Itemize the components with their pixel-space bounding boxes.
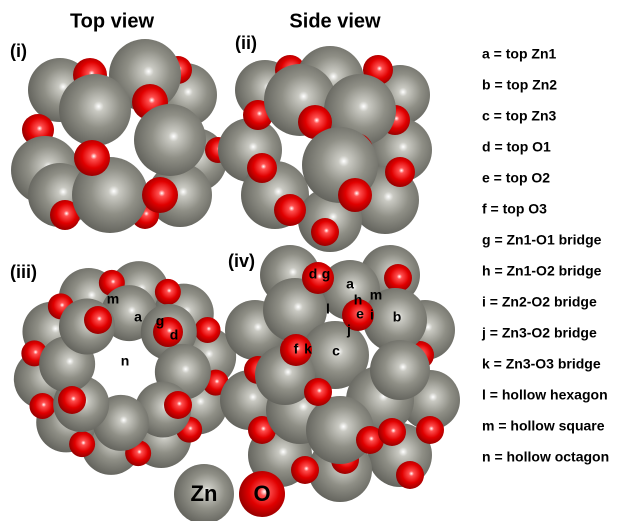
o-atom: [298, 105, 332, 139]
o-atom: [247, 153, 277, 183]
zn-atom: [134, 104, 206, 176]
definition: m = hollow square: [482, 418, 605, 434]
o-atom: [302, 262, 334, 294]
panel-label: (i): [10, 41, 27, 61]
o-atom: [164, 391, 192, 419]
panel-label: (ii): [235, 33, 257, 53]
o-atom: [154, 278, 181, 305]
zn-atom: [306, 396, 374, 464]
definition: d = top O1: [482, 139, 551, 155]
site-label: m: [370, 287, 382, 303]
o-atom: [239, 471, 285, 517]
zn-atom: [263, 278, 327, 342]
site-label: d: [309, 266, 318, 282]
definition: l = hollow hexagon: [482, 387, 608, 403]
site-label: n: [121, 353, 130, 369]
o-atom: [29, 392, 56, 419]
definition: i = Zn2-O2 bridge: [482, 294, 597, 310]
site-label: c: [332, 343, 340, 359]
zn-atom: [59, 74, 131, 146]
zn-atom: [301, 321, 369, 389]
o-atom: [385, 157, 415, 187]
o-atom: [342, 299, 374, 331]
o-atom: [274, 194, 306, 226]
panel-label: (iii): [10, 262, 37, 282]
definition: h = Zn1-O2 bridge: [482, 263, 602, 279]
o-atom: [378, 418, 406, 446]
definition: c = top Zn3: [482, 108, 557, 124]
zn-atom: [363, 288, 427, 352]
o-atom: [194, 317, 221, 344]
definition: g = Zn1-O1 bridge: [482, 232, 602, 248]
o-atom: [153, 317, 183, 347]
site-label: j: [346, 322, 351, 338]
site-label: b: [393, 309, 402, 325]
definition: n = hollow octagon: [482, 449, 609, 465]
definition: f = top O3: [482, 201, 547, 217]
definition: b = top Zn2: [482, 77, 557, 93]
site-label: i: [370, 307, 374, 323]
o-atom: [50, 200, 80, 230]
o-atom: [291, 456, 319, 484]
key-label: Zn: [191, 481, 218, 506]
panel-label: (iv): [228, 251, 255, 271]
definition: k = Zn3-O3 bridge: [482, 356, 601, 372]
site-label: a: [346, 276, 354, 292]
site-label: e: [356, 306, 364, 322]
zn-atom: [72, 157, 148, 233]
zn-atom: [174, 464, 234, 521]
header: Top view: [70, 10, 155, 32]
site-label: g: [322, 266, 331, 282]
definition: j = Zn3-O2 bridge: [481, 325, 597, 341]
o-atom: [356, 426, 384, 454]
site-label: a: [134, 309, 142, 325]
o-atom: [396, 461, 424, 489]
o-atom: [142, 177, 178, 213]
site-label: h: [354, 292, 363, 308]
o-atom: [84, 306, 112, 334]
site-label: l: [326, 301, 330, 317]
o-atom: [69, 431, 96, 458]
site-label: m: [107, 291, 119, 307]
header: Side view: [289, 10, 381, 32]
key-label: O: [253, 481, 270, 506]
site-label: f: [294, 341, 299, 357]
o-atom: [311, 218, 339, 246]
o-atom: [280, 334, 312, 366]
o-atom: [58, 386, 86, 414]
site-label: d: [170, 327, 179, 343]
definition: e = top O2: [482, 170, 550, 186]
o-atom: [304, 378, 332, 406]
o-atom: [384, 264, 412, 292]
site-label: k: [304, 341, 312, 357]
definition: a = top Zn1: [482, 46, 557, 62]
atoms: [11, 39, 460, 521]
zn-atom: [370, 340, 430, 400]
o-atom: [338, 178, 372, 212]
site-label: g: [156, 313, 165, 329]
o-atom: [416, 416, 444, 444]
o-atom: [74, 140, 110, 176]
